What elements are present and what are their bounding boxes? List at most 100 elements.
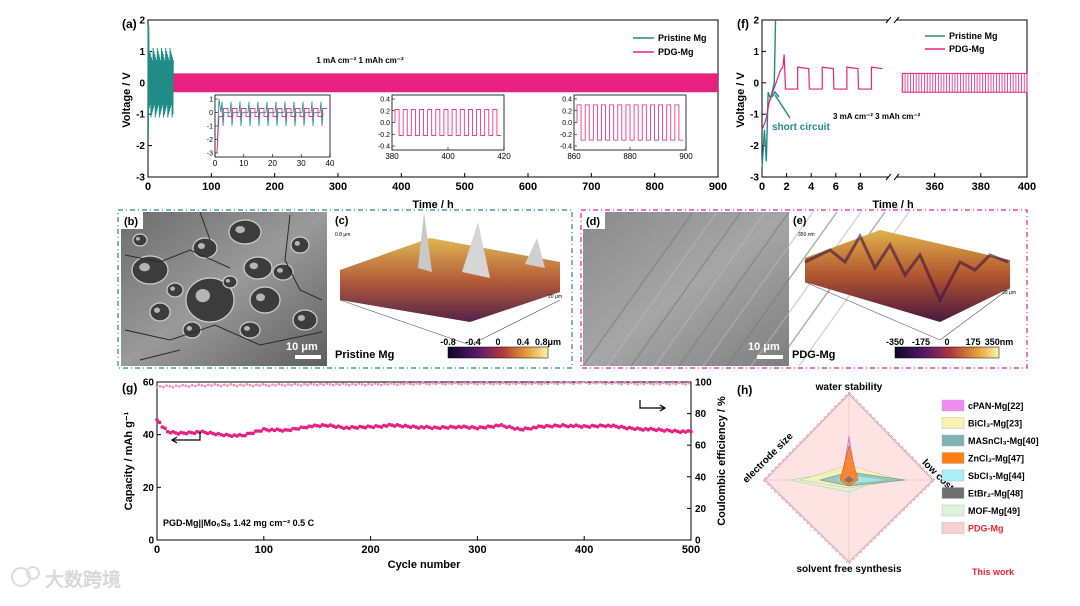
sem-streak: [750, 211, 862, 367]
ce-point: [607, 381, 610, 384]
y-tick-label-a: 1: [139, 47, 145, 58]
ce-point: [623, 381, 626, 385]
capacity-point: [523, 426, 528, 430]
capacity-point: [571, 424, 576, 429]
legend-swatch-h: [941, 452, 965, 464]
inset-x-tick-label: 880: [623, 152, 637, 161]
ce-point: [354, 383, 357, 386]
ce-point: [328, 383, 332, 386]
ce-point: [396, 383, 399, 386]
radar-grid: [762, 391, 936, 565]
legend-label-h: ZnCl₂-Mg[47]: [968, 454, 1024, 464]
inset-x-tick-label: 900: [679, 152, 693, 161]
legend-label-pdg-a: PDG-Mg: [658, 47, 694, 57]
capacity-point: [304, 425, 309, 430]
legend-label-h: cPAN-Mg[22]: [968, 401, 1023, 411]
y-axis-label-a: Voltage / V: [121, 72, 133, 128]
ce-point: [444, 383, 447, 386]
x-tick-label-f: 8: [857, 181, 863, 193]
ce-point: [655, 381, 659, 385]
capacity-point: [641, 428, 645, 432]
short-circuit-arrowhead: [771, 90, 780, 98]
ce-point: [597, 381, 601, 384]
ce-point: [424, 382, 428, 385]
ce-point: [351, 382, 354, 386]
ce-point: [277, 382, 280, 386]
ce-point: [479, 381, 482, 385]
axis-break-mark-f: [893, 16, 900, 24]
ce-point: [501, 381, 505, 384]
sem-pit-highlight: [195, 289, 210, 303]
ce-point: [171, 385, 175, 389]
ce-point: [162, 385, 165, 389]
x-tick-label-g: 100: [255, 544, 273, 556]
capacity-point: [542, 425, 546, 429]
ce-point: [335, 382, 338, 386]
short-circuit-label: short circuit: [772, 122, 830, 133]
inset-y-tick-label: 0.0: [562, 120, 572, 127]
capacity-point: [347, 426, 352, 431]
colorbar-tick-label: -175: [912, 337, 930, 347]
capacity-point: [526, 426, 530, 431]
sem-streak: [606, 211, 718, 367]
afm-axis-c: [339, 299, 471, 346]
series-pdg-right-f: [901, 73, 1028, 93]
ce-point: [559, 381, 562, 384]
sem-pit: [185, 277, 235, 323]
colorbar-ticks-c: -0.8 -0.4 0 0.4 0.8μm: [440, 337, 561, 347]
capacity-point: [587, 425, 592, 429]
capacity-point: [259, 429, 263, 433]
capacity-point: [363, 425, 368, 430]
ce-point: [216, 383, 220, 387]
afm-title-c: Pristine Mg: [335, 349, 394, 361]
y-tick-label-a: -1: [136, 110, 145, 121]
axis-break-f: [889, 17, 897, 23]
ce-point: [325, 382, 329, 385]
capacity-point: [243, 433, 247, 438]
ce-point: [649, 382, 652, 385]
capacity-point: [531, 425, 536, 430]
capacity-point: [518, 427, 522, 432]
inset-y-tick-label: 0.0: [380, 120, 390, 127]
ce-point: [261, 383, 264, 386]
legend-label-h: EtBr₂-Mg[48]: [968, 489, 1023, 499]
capacity-point: [416, 426, 421, 430]
ce-point: [601, 381, 604, 385]
ce-point: [364, 383, 367, 387]
ce-point: [187, 385, 191, 388]
ce-point: [671, 381, 675, 385]
x-axis-label-f: Time / h: [872, 199, 914, 211]
scale-text-b: 10 μm: [286, 341, 318, 353]
ce-point: [383, 382, 386, 385]
sem-pit-highlight: [294, 241, 300, 246]
capacity-point: [355, 426, 360, 430]
legend-swatch-h: [941, 434, 965, 447]
legend-label-pristine-a: Pristine Mg: [658, 33, 707, 43]
ce-point: [357, 382, 361, 385]
ce-point: [344, 383, 348, 386]
sem-pit: [290, 236, 310, 254]
capacity-point: [438, 426, 442, 431]
ce-point: [319, 382, 322, 386]
ce-point: [267, 384, 271, 388]
ce-point: [591, 381, 594, 384]
panel-a: (a) 210-1-2-3 0 100 200 300 400 500 600 700 800 9…: [121, 16, 727, 212]
inset-y-tick-label: 0.4: [380, 97, 390, 104]
ce-point: [299, 384, 303, 387]
legend-label-h: BiCl₃-Mg[23]: [968, 419, 1022, 429]
ce-point: [210, 384, 213, 387]
sem-pit: [239, 321, 261, 339]
panel-label-a: (a): [122, 17, 137, 31]
afm-z-label-e: 350 nm: [798, 232, 815, 238]
capacity-point: [392, 424, 397, 428]
afm-axis-label-e: 20 μm: [1002, 290, 1016, 296]
ce-point: [440, 382, 444, 385]
ce-point: [219, 384, 223, 388]
afm-image-e: (e) 350 nm 20 μm PDG-Mg -350 -175 0 175 350n…: [792, 215, 1016, 361]
ce-point: [437, 381, 441, 384]
ce-point: [293, 382, 296, 386]
ce-point: [447, 381, 450, 385]
capacity-point: [662, 429, 667, 433]
ce-point: [642, 382, 646, 386]
